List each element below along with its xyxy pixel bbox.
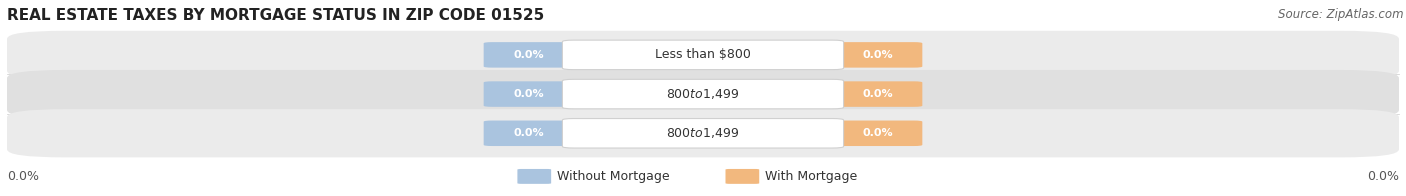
Text: 0.0%: 0.0% [513,50,544,60]
FancyBboxPatch shape [725,169,759,184]
FancyBboxPatch shape [7,31,1399,79]
Text: 0.0%: 0.0% [1367,170,1399,183]
FancyBboxPatch shape [832,121,922,146]
FancyBboxPatch shape [562,40,844,70]
Text: 0.0%: 0.0% [862,128,893,138]
FancyBboxPatch shape [484,121,574,146]
FancyBboxPatch shape [832,42,922,68]
Text: $800 to $1,499: $800 to $1,499 [666,126,740,140]
Text: Source: ZipAtlas.com: Source: ZipAtlas.com [1278,8,1403,21]
FancyBboxPatch shape [7,70,1399,118]
Text: 0.0%: 0.0% [7,170,39,183]
FancyBboxPatch shape [484,81,574,107]
Text: 0.0%: 0.0% [513,128,544,138]
Text: Less than $800: Less than $800 [655,48,751,61]
FancyBboxPatch shape [562,79,844,109]
Text: 0.0%: 0.0% [513,89,544,99]
Text: With Mortgage: With Mortgage [765,170,858,183]
Text: REAL ESTATE TAXES BY MORTGAGE STATUS IN ZIP CODE 01525: REAL ESTATE TAXES BY MORTGAGE STATUS IN … [7,8,544,23]
Text: 0.0%: 0.0% [862,89,893,99]
FancyBboxPatch shape [832,81,922,107]
Text: 0.0%: 0.0% [862,50,893,60]
FancyBboxPatch shape [517,169,551,184]
Text: Without Mortgage: Without Mortgage [557,170,669,183]
FancyBboxPatch shape [7,109,1399,157]
Text: $800 to $1,499: $800 to $1,499 [666,87,740,101]
FancyBboxPatch shape [562,119,844,148]
FancyBboxPatch shape [484,42,574,68]
